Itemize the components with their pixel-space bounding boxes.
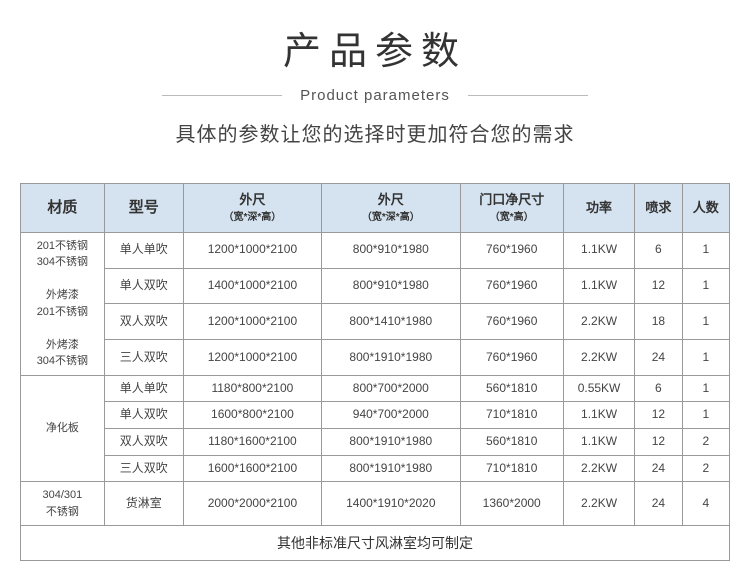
cell: 1 (682, 340, 729, 376)
specs-table: 材质 型号 外尺 （宽*深*高） 外尺 （宽*深*高） 门口净尺寸 （宽*高） … (20, 183, 730, 561)
col-outer1: 外尺 （宽*深*高） (183, 184, 321, 233)
cell: 1.1KW (563, 402, 634, 429)
cell: 单人双吹 (104, 268, 183, 304)
table-footer-row: 其他非标准尺寸风淋室均可制定 (21, 526, 730, 561)
table-row: 双人双吹 1200*1000*2100 800*1410*1980 760*19… (21, 304, 730, 340)
table-row: 三人双吹 1600*1600*2100 800*1910*1980 710*18… (21, 455, 730, 482)
material-cell: 净化板 (21, 375, 105, 481)
col-door: 门口净尺寸 （宽*高） (460, 184, 563, 233)
cell: 单人单吹 (104, 375, 183, 402)
table-row: 201不锈钢 304不锈钢 外烤漆 201不锈钢 外烤漆 304不锈钢 单人单吹… (21, 232, 730, 268)
cell: 1600*1600*2100 (183, 455, 321, 482)
cell: 6 (635, 375, 682, 402)
cell: 三人双吹 (104, 455, 183, 482)
cell: 800*1910*1980 (322, 455, 460, 482)
cell: 2 (682, 455, 729, 482)
cell: 800*700*2000 (322, 375, 460, 402)
cell: 0.55KW (563, 375, 634, 402)
table-row: 单人双吹 1400*1000*2100 800*910*1980 760*196… (21, 268, 730, 304)
cell: 24 (635, 482, 682, 526)
table-row: 304/301 不锈钢 货淋室 2000*2000*2100 1400*1910… (21, 482, 730, 526)
cell: 760*1960 (460, 304, 563, 340)
table-body: 201不锈钢 304不锈钢 外烤漆 201不锈钢 外烤漆 304不锈钢 单人单吹… (21, 232, 730, 561)
cell: 710*1810 (460, 402, 563, 429)
cell: 12 (635, 268, 682, 304)
table-row: 双人双吹 1180*1600*2100 800*1910*1980 560*18… (21, 429, 730, 456)
cell: 1200*1000*2100 (183, 340, 321, 376)
cell: 800*1410*1980 (322, 304, 460, 340)
cell: 760*1960 (460, 232, 563, 268)
cell: 2000*2000*2100 (183, 482, 321, 526)
cell: 2.2KW (563, 482, 634, 526)
cell: 2.2KW (563, 455, 634, 482)
col-power: 功率 (563, 184, 634, 233)
divider-left (162, 95, 282, 96)
cell: 1200*1000*2100 (183, 232, 321, 268)
description: 具体的参数让您的选择时更加符合您的需求 (0, 118, 750, 147)
cell: 单人单吹 (104, 232, 183, 268)
cell: 1180*800*2100 (183, 375, 321, 402)
cell: 710*1810 (460, 455, 563, 482)
material-cell: 201不锈钢 304不锈钢 外烤漆 201不锈钢 外烤漆 304不锈钢 (21, 232, 105, 375)
cell: 12 (635, 402, 682, 429)
cell: 双人双吹 (104, 429, 183, 456)
col-material: 材质 (21, 184, 105, 233)
cell: 1600*800*2100 (183, 402, 321, 429)
col-outer2: 外尺 （宽*深*高） (322, 184, 460, 233)
cell: 货淋室 (104, 482, 183, 526)
cell: 三人双吹 (104, 340, 183, 376)
cell: 6 (635, 232, 682, 268)
cell: 单人双吹 (104, 402, 183, 429)
cell: 2.2KW (563, 304, 634, 340)
cell: 940*700*2000 (322, 402, 460, 429)
divider-right (468, 95, 588, 96)
cell: 12 (635, 429, 682, 456)
cell: 1.1KW (563, 429, 634, 456)
cell: 1200*1000*2100 (183, 304, 321, 340)
cell: 1 (682, 304, 729, 340)
cell: 1.1KW (563, 232, 634, 268)
cell: 760*1960 (460, 268, 563, 304)
table-row: 单人双吹 1600*800*2100 940*700*2000 710*1810… (21, 402, 730, 429)
col-model: 型号 (104, 184, 183, 233)
cell: 560*1810 (460, 429, 563, 456)
subtitle-en: Product parameters (300, 87, 450, 104)
cell: 1 (682, 375, 729, 402)
cell: 1180*1600*2100 (183, 429, 321, 456)
cell: 1360*2000 (460, 482, 563, 526)
cell: 800*1910*1980 (322, 340, 460, 376)
cell: 24 (635, 455, 682, 482)
cell: 1 (682, 402, 729, 429)
cell: 1 (682, 268, 729, 304)
cell: 800*1910*1980 (322, 429, 460, 456)
specs-table-wrap: 材质 型号 外尺 （宽*深*高） 外尺 （宽*深*高） 门口净尺寸 （宽*高） … (20, 183, 730, 561)
cell: 760*1960 (460, 340, 563, 376)
cell: 1400*1910*2020 (322, 482, 460, 526)
cell: 800*910*1980 (322, 232, 460, 268)
subtitle-row: Product parameters (0, 87, 750, 104)
cell: 1.1KW (563, 268, 634, 304)
cell: 800*910*1980 (322, 268, 460, 304)
cell: 双人双吹 (104, 304, 183, 340)
cell: 2.2KW (563, 340, 634, 376)
material-cell: 304/301 不锈钢 (21, 482, 105, 526)
col-persons: 人数 (682, 184, 729, 233)
table-row: 净化板 单人单吹 1180*800*2100 800*700*2000 560*… (21, 375, 730, 402)
cell: 4 (682, 482, 729, 526)
col-nozzle: 喷求 (635, 184, 682, 233)
cell: 2 (682, 429, 729, 456)
cell: 18 (635, 304, 682, 340)
cell: 1 (682, 232, 729, 268)
table-header-row: 材质 型号 外尺 （宽*深*高） 外尺 （宽*深*高） 门口净尺寸 （宽*高） … (21, 184, 730, 233)
cell: 24 (635, 340, 682, 376)
table-row: 三人双吹 1200*1000*2100 800*1910*1980 760*19… (21, 340, 730, 376)
cell: 560*1810 (460, 375, 563, 402)
cell: 1400*1000*2100 (183, 268, 321, 304)
footer-note: 其他非标准尺寸风淋室均可制定 (21, 526, 730, 561)
page-title: 产品参数 (0, 20, 750, 75)
